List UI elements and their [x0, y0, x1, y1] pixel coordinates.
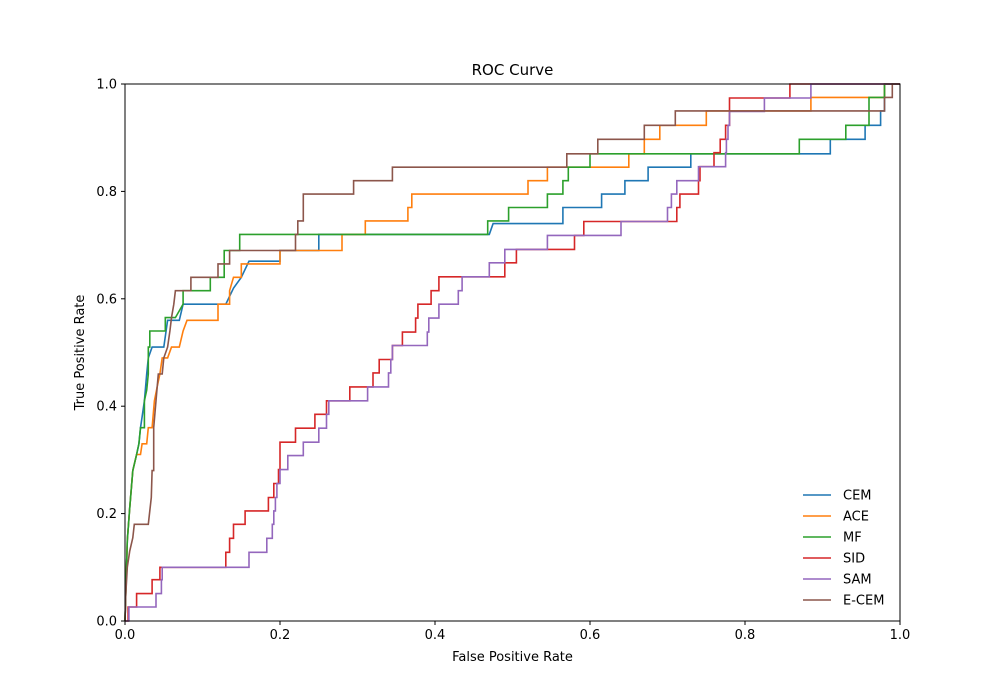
y-axis-label: True Positive Rate	[73, 295, 88, 412]
series-line-sam	[125, 83, 900, 622]
y-tick-label: 0.6	[96, 292, 117, 307]
legend-label-e-cem: E-CEM	[843, 594, 884, 609]
series-line-mf	[124, 83, 900, 622]
x-tick-label: 1.0	[890, 628, 911, 643]
series-line-e-cem	[124, 83, 900, 622]
axes-frame	[124, 83, 901, 622]
x-tick-label: 0.4	[425, 628, 446, 643]
y-tick-label: 0.2	[96, 507, 117, 522]
chart-title: ROC Curve	[472, 61, 554, 79]
x-axis: 0.0 0.2 0.4 0.6 0.8 1.0	[115, 621, 911, 643]
x-axis-label: False Positive Rate	[452, 650, 573, 665]
y-tick-label: 0.0	[96, 615, 117, 630]
x-tick-label: 0.0	[115, 628, 136, 643]
legend-label-ace: ACE	[843, 510, 869, 525]
legend-label-mf: MF	[843, 531, 862, 546]
series-line-ace	[124, 83, 900, 622]
legend-label-cem: CEM	[843, 489, 872, 504]
legend: CEM ACE MF SID SAM E-CEM	[803, 489, 884, 609]
legend-label-sam: SAM	[843, 573, 872, 588]
series-line-cem	[124, 83, 900, 622]
series-line-sid	[125, 83, 900, 622]
plot-area	[124, 83, 900, 622]
legend-label-sid: SID	[843, 552, 865, 567]
x-tick-label: 0.2	[270, 628, 291, 643]
y-tick-label: 0.8	[96, 185, 117, 200]
y-tick-label: 0.4	[96, 400, 117, 415]
y-tick-label: 1.0	[96, 78, 117, 93]
x-tick-label: 0.6	[580, 628, 601, 643]
y-axis: 0.0 0.2 0.4 0.6 0.8 1.0	[96, 78, 125, 630]
x-tick-label: 0.8	[735, 628, 756, 643]
